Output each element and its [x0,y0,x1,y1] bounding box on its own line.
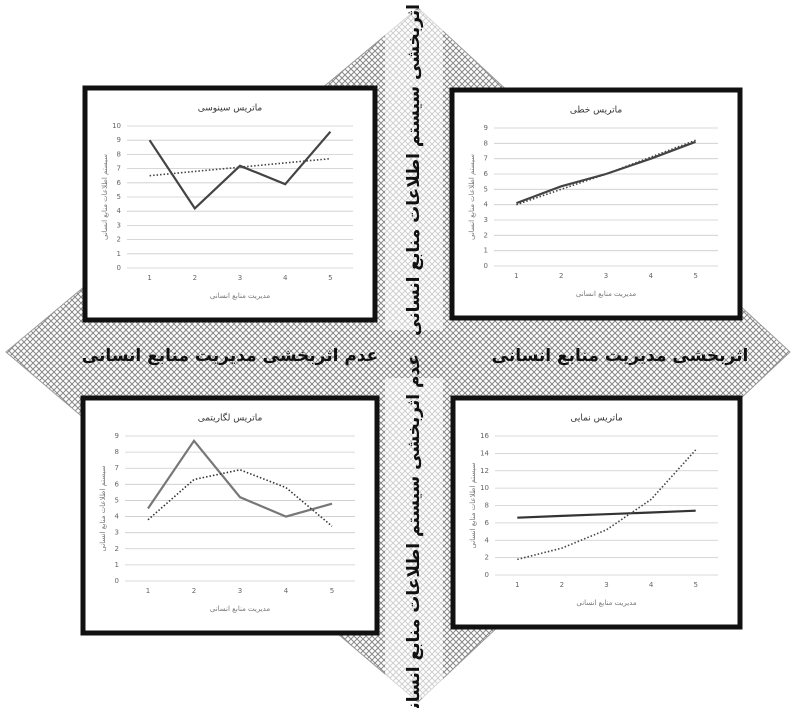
chart-frame [450,395,743,630]
chart-frame [82,85,378,323]
y-tick-label: 8 [484,139,488,147]
x-tick-label: 4 [283,274,288,282]
x-tick-label: 1 [515,581,519,589]
chart-title: ماتریس نمایی [570,414,623,424]
x-tick-label: 3 [238,274,242,282]
x-tick-label: 2 [560,581,564,589]
x-tick-label: 5 [693,272,697,280]
chart-title: ماتریس لگاریتمی [198,412,263,424]
x-axis-label: مدیریت منابع انسانی [210,605,270,613]
series-line [148,130,332,211]
y-tick-label: 3 [117,221,121,229]
x-tick-label: 5 [693,581,697,589]
y-tick-label: 0 [485,571,489,579]
x-tick-label: 3 [238,587,242,595]
y-tick-label: 1 [117,250,121,258]
y-tick-label: 14 [480,449,489,457]
x-axis-label: مدیریت منابع انسانی [576,599,636,607]
x-tick-label: 2 [192,587,196,595]
x-tick-label: 4 [649,272,654,280]
y-tick-label: 2 [117,236,121,244]
y-tick-label: 9 [115,432,119,440]
y-tick-label: 0 [117,264,121,272]
x-tick-label: 1 [146,587,150,595]
x-axis-label: مدیریت منابع انسانی [576,290,636,298]
y-tick-label: 16 [480,432,489,440]
x-tick-label: 1 [147,274,151,282]
y-tick-label: 0 [484,262,488,270]
x-tick-label: 4 [284,587,289,595]
left-label: عدم اثربخشی مدیریت منابع انسانی [82,346,379,366]
right-label: اثربخشی مدیریت منابع انسانی [492,346,749,366]
y-tick-label: 4 [485,536,490,544]
series-line [517,509,696,519]
series-line [147,438,333,518]
y-tick-label: 2 [484,231,488,239]
y-tick-label: 4 [484,201,489,209]
y-tick-label: 8 [117,150,121,158]
x-tick-label: 3 [604,581,608,589]
label-backdrop [385,10,443,330]
y-tick-label: 12 [480,467,489,475]
top-label: اثربخشی سیستم اطلاعات منابع انسانی [404,4,424,336]
y-tick-label: 7 [117,165,121,173]
y-tick-label: 6 [115,480,120,488]
chart-frame [80,395,380,636]
x-tick-label: 4 [649,581,654,589]
y-axis-label: سیستم اطلاعات منابع انسانی [469,462,477,548]
y-tick-label: 0 [115,577,119,585]
x-tick-label: 5 [330,587,334,595]
bottom-label: عدم اثربخشی سیستم اطلاعات منابع انسانی [404,354,424,708]
y-tick-label: 3 [115,529,119,537]
x-tick-label: 2 [193,274,197,282]
y-tick-label: 8 [115,448,119,456]
chart-title: ماتریس خطی [570,106,623,116]
y-tick-label: 6 [484,170,489,178]
label-backdrop [385,378,443,698]
y-tick-label: 10 [112,122,121,130]
y-tick-label: 5 [484,185,488,193]
x-tick-label: 5 [328,274,332,282]
y-tick-label: 10 [480,484,489,492]
chart-title: ماتریس سینوسی [198,104,263,114]
series-line [149,157,331,177]
y-tick-label: 1 [484,247,488,255]
y-tick-label: 5 [115,496,119,504]
y-tick-label: 4 [117,207,122,215]
y-tick-label: 2 [485,554,489,562]
x-tick-label: 3 [604,272,608,280]
y-tick-label: 4 [115,513,120,521]
y-tick-label: 7 [484,155,488,163]
y-tick-label: 8 [485,502,489,510]
y-tick-label: 5 [117,193,121,201]
y-axis-label: سیستم اطلاعات منابع انسانی [101,154,109,240]
x-tick-label: 2 [559,272,563,280]
x-tick-label: 1 [514,272,518,280]
x-axis-label: مدیریت منابع انسانی [210,292,270,300]
series-line [516,139,696,206]
y-tick-label: 7 [115,464,119,472]
y-axis-label: سیستم اطلاعات منابع انسانی [468,154,476,240]
y-tick-label: 6 [117,179,122,187]
y-tick-label: 3 [484,216,488,224]
chart-frame [449,87,743,321]
y-axis-label: سیستم اطلاعات منابع انسانی [99,465,107,551]
y-tick-label: 2 [115,545,119,553]
y-tick-label: 9 [484,124,488,132]
y-tick-label: 6 [485,519,490,527]
y-tick-label: 9 [117,136,121,144]
y-tick-label: 1 [115,561,119,569]
